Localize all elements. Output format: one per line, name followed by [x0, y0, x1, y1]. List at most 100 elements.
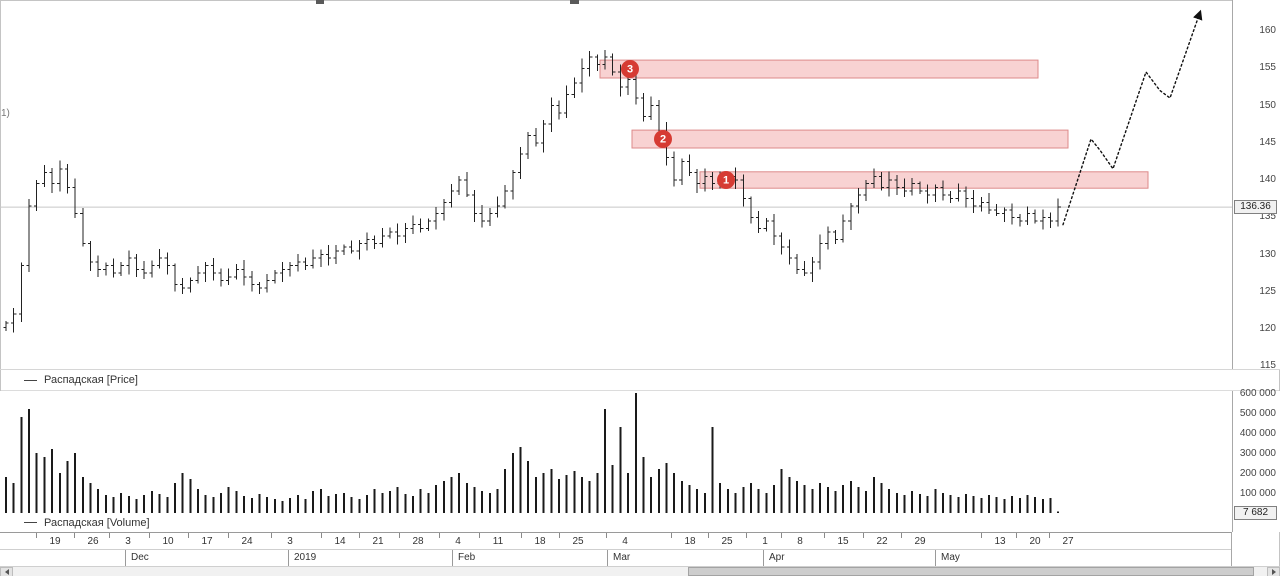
volume-legend-label: Распадская [Volume] — [44, 516, 150, 529]
price-tick-label: 130 — [1259, 249, 1276, 260]
date-tick-mark — [479, 533, 480, 538]
date-tick-label: 25 — [572, 536, 584, 547]
date-tick-label: 3 — [287, 536, 293, 547]
date-tick-label: 27 — [1062, 536, 1074, 547]
price-chart-canvas[interactable]: 3 2 1 — [0, 0, 1232, 370]
month-label: Mar — [613, 552, 631, 563]
horizontal-scrollbar[interactable] — [0, 566, 1280, 576]
date-tick-mark — [36, 533, 37, 538]
date-tick-mark — [781, 533, 782, 538]
date-tick-label: 8 — [797, 536, 803, 547]
date-tick-mark — [708, 533, 709, 538]
month-separator — [452, 550, 453, 566]
date-tick-label: 13 — [994, 536, 1006, 547]
date-tick-label: 24 — [241, 536, 253, 547]
month-separator — [607, 550, 608, 566]
study-label: 1) — [1, 108, 10, 119]
date-tick-label: 18 — [534, 536, 546, 547]
price-scale[interactable]: 160 155 150 145 140 135 130 125 120 115 136.36 — [1232, 0, 1280, 371]
date-tick-mark — [188, 533, 189, 538]
date-tick-label: 21 — [372, 536, 384, 547]
date-tick-mark — [1016, 533, 1017, 538]
volume-tick-label: 600 000 — [1239, 388, 1276, 399]
month-label: Apr — [769, 552, 785, 563]
month-separator — [125, 550, 126, 566]
price-tick-label: 115 — [1260, 360, 1276, 371]
date-tick-label: 18 — [684, 536, 696, 547]
date-tick-mark — [559, 533, 560, 538]
price-tick-label: 135 — [1259, 211, 1276, 222]
date-tick-mark — [863, 533, 864, 538]
current-price-label: 136.36 — [1234, 200, 1277, 214]
date-tick-mark — [521, 533, 522, 538]
svg-text:2: 2 — [660, 134, 666, 146]
svg-text:1: 1 — [723, 175, 729, 187]
price-legend: Распадская [Price] — [0, 370, 1280, 391]
date-tick-mark — [746, 533, 747, 538]
date-tick-mark — [671, 533, 672, 538]
date-tick-label: 4 — [455, 536, 461, 547]
month-label: 2019 — [294, 552, 317, 563]
scroll-left-arrow-icon[interactable] — [0, 567, 13, 576]
scrollbar-thumb[interactable] — [688, 567, 1254, 576]
date-tick-label: 17 — [201, 536, 213, 547]
date-tick-label: 3 — [125, 536, 131, 547]
price-legend-label: Распадская [Price] — [44, 374, 138, 386]
date-tick-label: 19 — [49, 536, 61, 547]
date-tick-label: 26 — [87, 536, 99, 547]
date-tick-mark — [439, 533, 440, 538]
date-tick-mark — [1049, 533, 1050, 538]
date-tick-mark — [271, 533, 272, 538]
date-tick-label: 20 — [1029, 536, 1041, 547]
month-label: Feb — [458, 552, 476, 563]
month-label: Dec — [131, 552, 149, 563]
volume-tick-label: 100 000 — [1239, 488, 1276, 499]
price-tick-label: 160 — [1259, 25, 1276, 36]
volume-panel: 600 000 500 000 400 000 300 000 200 000 100 0… — [0, 388, 1280, 532]
volume-scale[interactable]: 600 000 500 000 400 000 300 000 200 000 100 0… — [1232, 388, 1280, 532]
date-tick-label: 1 — [762, 536, 768, 547]
month-label: May — [941, 552, 960, 563]
price-panel: 1) 3 2 1 160 155 150 145 140 135 130 125 120 115 13… — [0, 0, 1280, 371]
left-triangle-icon — [4, 569, 9, 575]
price-tick-label: 120 — [1259, 323, 1276, 334]
scroll-right-arrow-icon[interactable] — [1267, 567, 1280, 576]
date-tick-mark — [228, 533, 229, 538]
date-tick-mark — [824, 533, 825, 538]
date-tick-label: 28 — [412, 536, 424, 547]
date-tick-mark — [981, 533, 982, 538]
last-volume-label: 7 682 — [1234, 506, 1277, 520]
date-tick-mark — [399, 533, 400, 538]
price-tick-label: 145 — [1259, 137, 1276, 148]
date-tick-mark — [109, 533, 110, 538]
date-tick-mark — [606, 533, 607, 538]
price-tick-label: 125 — [1259, 286, 1276, 297]
date-tick-mark — [359, 533, 360, 538]
volume-tick-label: 500 000 — [1239, 408, 1276, 419]
price-tick-label: 150 — [1259, 100, 1276, 111]
date-tick-label: 11 — [492, 536, 504, 547]
volume-tick-label: 400 000 — [1239, 428, 1276, 439]
date-tick-label: 29 — [914, 536, 926, 547]
month-separator — [935, 550, 936, 566]
date-tick-mark — [74, 533, 75, 538]
date-axis[interactable]: 19 26 3 10 17 24 3 14 21 28 4 11 18 25 4 18 25 1 8 15 22 29 13… — [0, 532, 1232, 566]
date-month-row: Dec 2019 Feb Mar Apr May — [0, 550, 1231, 566]
series-line-icon — [24, 522, 37, 523]
date-tick-label: 25 — [721, 536, 733, 547]
date-tick-label: 15 — [837, 536, 849, 547]
date-tick-row: 19 26 3 10 17 24 3 14 21 28 4 11 18 25 4 18 25 1 8 15 22 29 13… — [0, 533, 1231, 550]
date-tick-label: 10 — [162, 536, 174, 547]
date-tick-mark — [321, 533, 322, 538]
date-tick-mark — [149, 533, 150, 538]
month-separator — [763, 550, 764, 566]
svg-text:3: 3 — [627, 64, 633, 76]
volume-chart-canvas[interactable] — [0, 391, 1232, 532]
date-tick-mark — [901, 533, 902, 538]
price-tick-label: 155 — [1259, 62, 1276, 73]
volume-tick-label: 200 000 — [1239, 468, 1276, 479]
right-triangle-icon — [1271, 569, 1276, 575]
date-tick-label: 14 — [334, 536, 346, 547]
artifact-icon — [570, 0, 579, 4]
